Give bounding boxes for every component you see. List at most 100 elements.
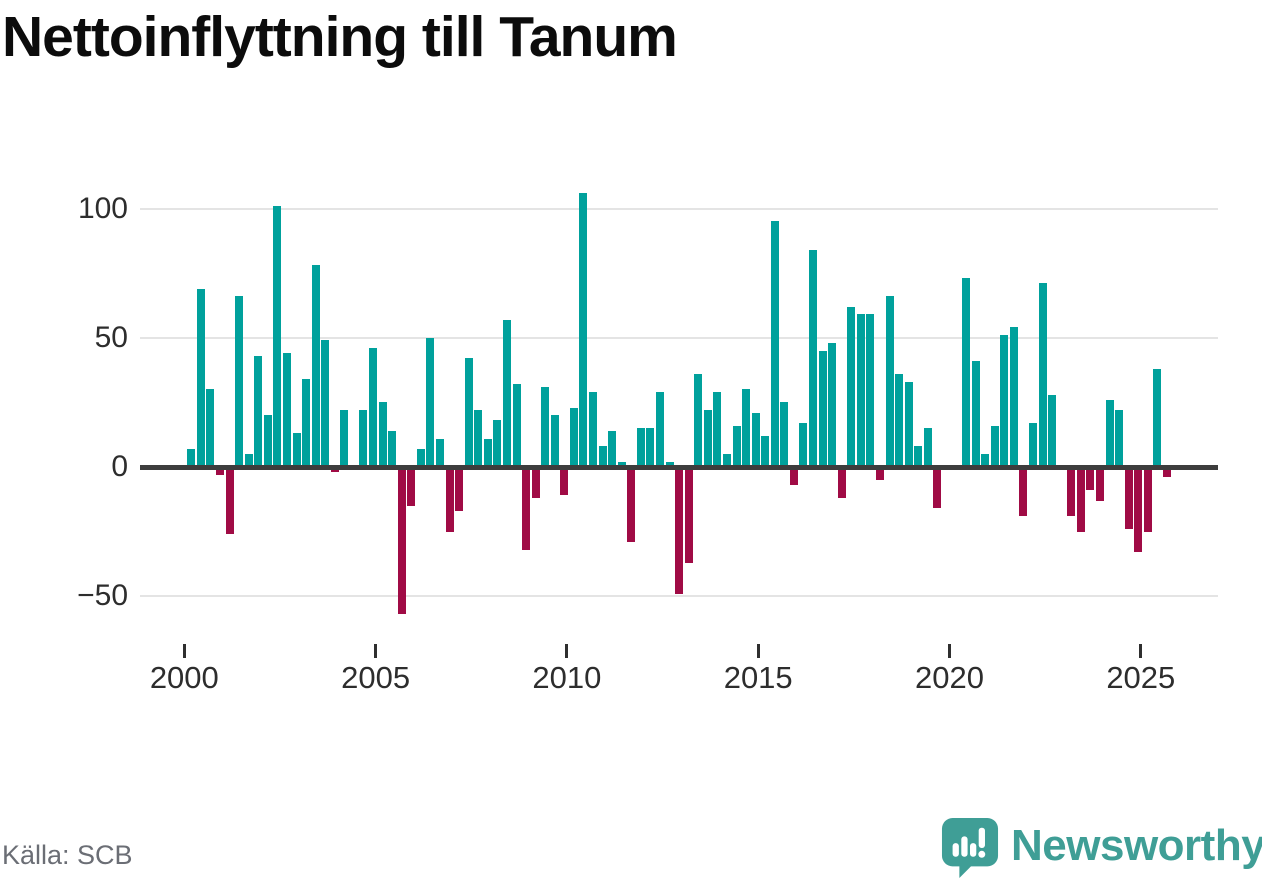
bar-2013-Q1 [684,469,693,563]
bar-2016-Q4 [828,342,837,467]
bar-2009-Q3 [550,415,559,467]
bar-2007-Q2 [464,358,473,467]
bar-2006-Q3 [435,438,444,467]
bar-2025-Q1 [1143,469,1152,532]
bar-2011-Q4 [636,428,645,467]
y-axis-label: 50 [94,320,128,354]
bar-2002-Q2 [273,205,282,467]
bar-2001-Q4 [254,355,263,467]
bar-2012-Q2 [655,392,664,467]
bar-2019-Q3 [933,469,942,509]
source-note: Källa: SCB [2,840,133,870]
bar-2004-Q4 [369,348,378,467]
bar-2019-Q1 [914,446,923,467]
y-axis-label: 0 [111,450,128,483]
x-axis-label-2025: 2025 [1106,660,1176,695]
bar-2011-Q2 [617,461,626,467]
bar-2005-Q1 [378,402,387,467]
bar-2002-Q4 [292,433,301,467]
zero-axis-line [140,464,1218,470]
bar-2008-Q2 [502,319,511,467]
bar-2001-Q1 [225,469,234,535]
bar-2006-Q4 [445,469,454,532]
bar-2017-Q1 [837,469,846,498]
bar-2000-Q2 [196,288,205,467]
bar-2024-Q4 [1134,469,1143,553]
bar-2018-Q1 [875,469,884,480]
bar-2002-Q1 [263,415,272,467]
bar-2003-Q4 [330,469,339,473]
chart-title: Nettoinflyttning till Tanum [2,5,678,69]
bar-2007-Q4 [483,438,492,467]
bar-2007-Q1 [455,469,464,511]
bar-2023-Q2 [1076,469,1085,532]
bar-2012-Q3 [665,461,674,467]
bar-2014-Q1 [722,454,731,467]
bar-2020-Q2 [962,278,971,467]
x-axis-tick-2015 [756,644,760,658]
bar-2023-Q4 [1095,469,1104,501]
bar-2017-Q2 [847,306,856,467]
bar-2005-Q2 [388,430,397,467]
bar-2016-Q1 [799,423,808,467]
bar-2022-Q3 [1048,394,1057,467]
bar-2021-Q4 [1019,469,1028,517]
bar-2020-Q4 [981,454,990,467]
bar-2012-Q4 [675,469,684,594]
bar-2010-Q2 [579,192,588,467]
gridline-50 [140,336,1218,339]
y-axis-label: −50 [77,579,128,613]
bar-2020-Q3 [971,361,980,467]
bar-2004-Q1 [340,410,349,467]
bar-2006-Q1 [416,448,425,467]
bar-2013-Q3 [703,410,712,467]
newsworthy-icon [941,817,999,879]
bar-2017-Q4 [866,314,875,467]
bar-2010-Q3 [589,392,598,467]
bar-2022-Q2 [1038,283,1047,467]
bar-2003-Q1 [302,379,311,467]
bar-2000-Q3 [206,389,215,467]
x-axis-label-2015: 2015 [723,660,793,695]
x-axis-label-2010: 2010 [532,660,602,695]
bar-2013-Q4 [713,392,722,467]
bar-2021-Q1 [990,425,999,467]
bar-2015-Q4 [789,469,798,485]
bar-2013-Q2 [694,373,703,467]
bar-2010-Q1 [569,407,578,467]
bar-2024-Q3 [1124,469,1133,529]
bar-2024-Q2 [1115,410,1124,467]
x-axis-tick-2025 [1139,644,1143,658]
gridline--50 [140,595,1218,598]
bar-2018-Q2 [885,296,894,467]
bar-2005-Q4 [407,469,416,506]
x-axis-tick-2010 [565,644,569,658]
newsworthy-wordmark: Newsworthy [1011,821,1262,870]
x-axis-tick-2005 [374,644,378,658]
x-axis-label-2005: 2005 [341,660,411,695]
bar-2021-Q3 [1009,327,1018,467]
gridline-100 [140,207,1218,210]
bar-2015-Q1 [761,435,770,467]
bar-2007-Q3 [474,410,483,467]
bar-2017-Q3 [856,314,865,467]
bar-2019-Q2 [923,428,932,467]
bar-2006-Q2 [426,337,435,467]
bar-2015-Q3 [780,402,789,467]
bar-2010-Q4 [598,446,607,467]
bar-2008-Q3 [512,384,521,467]
y-axis-label: 100 [77,191,128,225]
bar-2009-Q2 [541,386,550,467]
bar-2001-Q2 [235,296,244,467]
branding-logo: Newsworthy [941,817,1262,879]
bar-2024-Q1 [1105,399,1114,467]
bar-2000-Q4 [215,469,224,475]
bar-2014-Q3 [742,389,751,467]
bar-2000-Q1 [187,448,196,467]
x-axis-tick-2000 [182,644,186,658]
x-axis-label-2020: 2020 [915,660,984,695]
bar-2005-Q3 [397,469,406,615]
bar-2012-Q1 [646,428,655,467]
bar-2014-Q4 [751,412,760,467]
